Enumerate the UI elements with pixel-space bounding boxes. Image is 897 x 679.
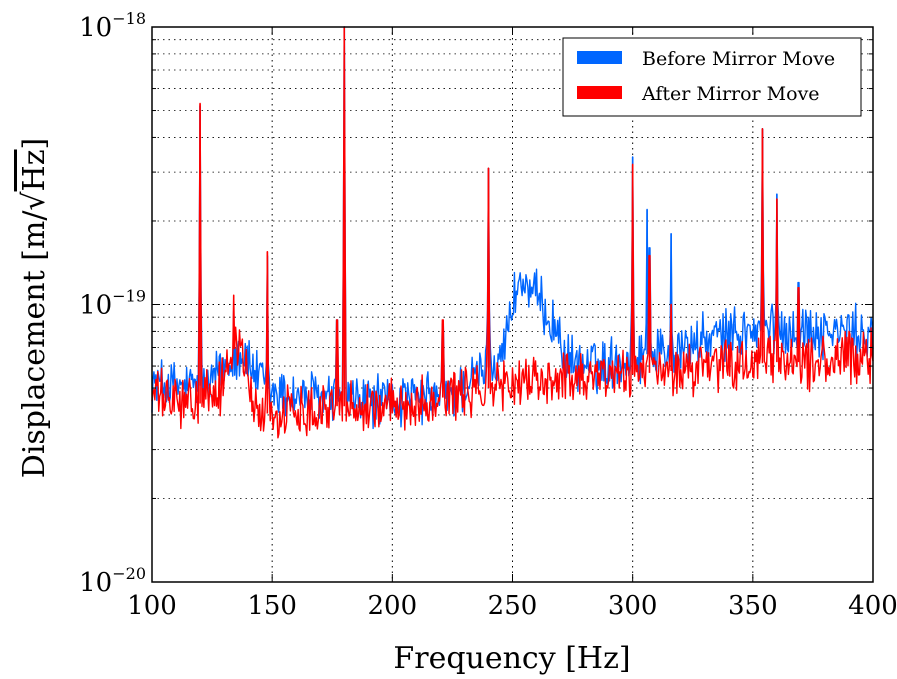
x-tick-label: 100 [127,591,177,621]
y-tick-label: 10−19 [79,287,146,321]
tick-marks [151,26,874,583]
y-axis-label-suffix: ] [17,138,52,150]
legend-swatch-after [577,86,622,99]
sqrt-sign: √ [17,191,52,211]
y-tick-exponent: −20 [112,564,146,583]
svg-text:Displacement [m/√Hz]: Displacement [m/√Hz] [17,138,52,478]
y-tick-label: 10−20 [79,564,146,598]
y-axis-label: Displacement [m/√Hz] [17,138,52,478]
x-tick-label: 150 [247,591,297,621]
y-tick-base: 10 [79,568,112,598]
x-tick-label: 350 [728,591,778,621]
legend-label-before: Before Mirror Move [642,48,835,70]
y-axis-label-radicand: Hz [17,149,52,191]
y-axis-label-prefix: Displacement [m/ [17,210,52,479]
series-line-after-mirror-move [151,26,874,439]
series-layer [151,26,874,439]
series-line-before-mirror-move [151,26,874,430]
y-tick-exponent: −19 [112,287,146,306]
x-tick-label: 400 [848,591,897,621]
y-tick-exponent: −18 [112,9,146,28]
y-tick-base: 10 [79,13,112,43]
x-tick-label: 300 [608,591,658,621]
x-tick-label: 250 [488,591,538,621]
x-tick-label: 200 [368,591,418,621]
y-tick-label: 10−18 [79,9,146,43]
legend: Before Mirror Move After Mirror Move [562,37,862,117]
y-tick-base: 10 [79,291,112,321]
x-tick-labels: 100 150 200 250 300 350 400 [127,591,897,621]
legend-label-after: After Mirror Move [641,83,820,105]
legend-swatch-before [577,51,622,64]
x-axis-label: Frequency [Hz] [393,641,630,676]
